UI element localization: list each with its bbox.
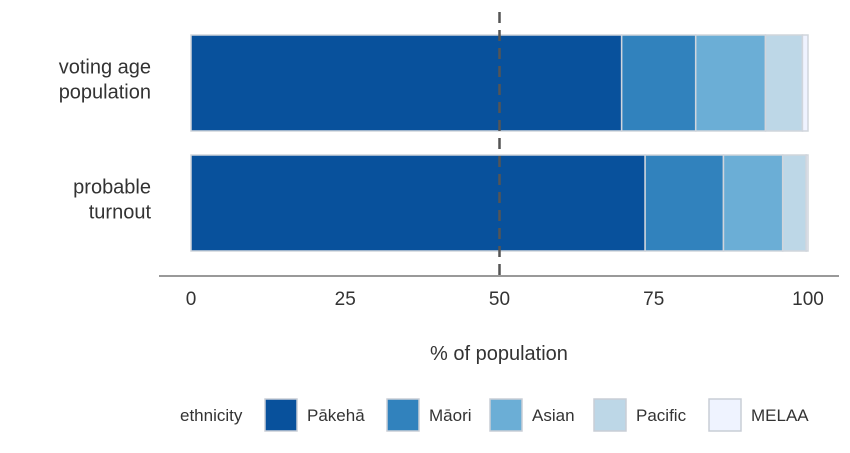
legend-label: Asian: [532, 406, 575, 425]
bar-segment-1-3: [781, 154, 807, 252]
legend-label: Pacific: [636, 406, 687, 425]
bar-segment-0-3: [764, 34, 804, 132]
category-label: voting age: [59, 57, 151, 79]
legend-title: ethnicity: [180, 406, 243, 425]
legend-label: MELAA: [751, 406, 809, 425]
category-labels: voting age population probable turnout: [59, 57, 152, 224]
legend-swatch: [708, 398, 742, 432]
category-label: probable: [73, 177, 151, 199]
legend-label: Māori: [429, 406, 472, 425]
legend-swatch: [386, 398, 420, 432]
bar-segment-0-2: [694, 34, 767, 132]
x-tick-label: 0: [186, 289, 197, 310]
legend-swatch: [264, 398, 298, 432]
x-tick-label: 100: [792, 289, 824, 310]
bars-layer: [190, 34, 809, 252]
category-label: population: [59, 82, 151, 104]
legend: ethnicity Pākehā Māori Asian Pacific MELAA: [180, 398, 809, 432]
x-tick-label: 75: [643, 289, 664, 310]
legend-swatch: [489, 398, 523, 432]
category-label: turnout: [89, 202, 152, 224]
bar-segment-1-4: [805, 154, 809, 252]
x-tick-label: 50: [489, 289, 510, 310]
bar-segment-0-0: [190, 34, 623, 132]
legend-swatch: [593, 398, 627, 432]
x-tick-labels: 0 25 50 75 100: [186, 289, 824, 310]
bar-segment-0-4: [801, 34, 809, 132]
bar-segment-1-2: [722, 154, 784, 252]
x-axis-title: % of population: [430, 343, 568, 365]
x-tick-label: 25: [335, 289, 356, 310]
bar-segment-1-1: [644, 154, 725, 252]
bar-segment-1-0: [190, 154, 646, 252]
legend-label: Pākehā: [307, 406, 365, 425]
bar-segment-0-1: [620, 34, 697, 132]
